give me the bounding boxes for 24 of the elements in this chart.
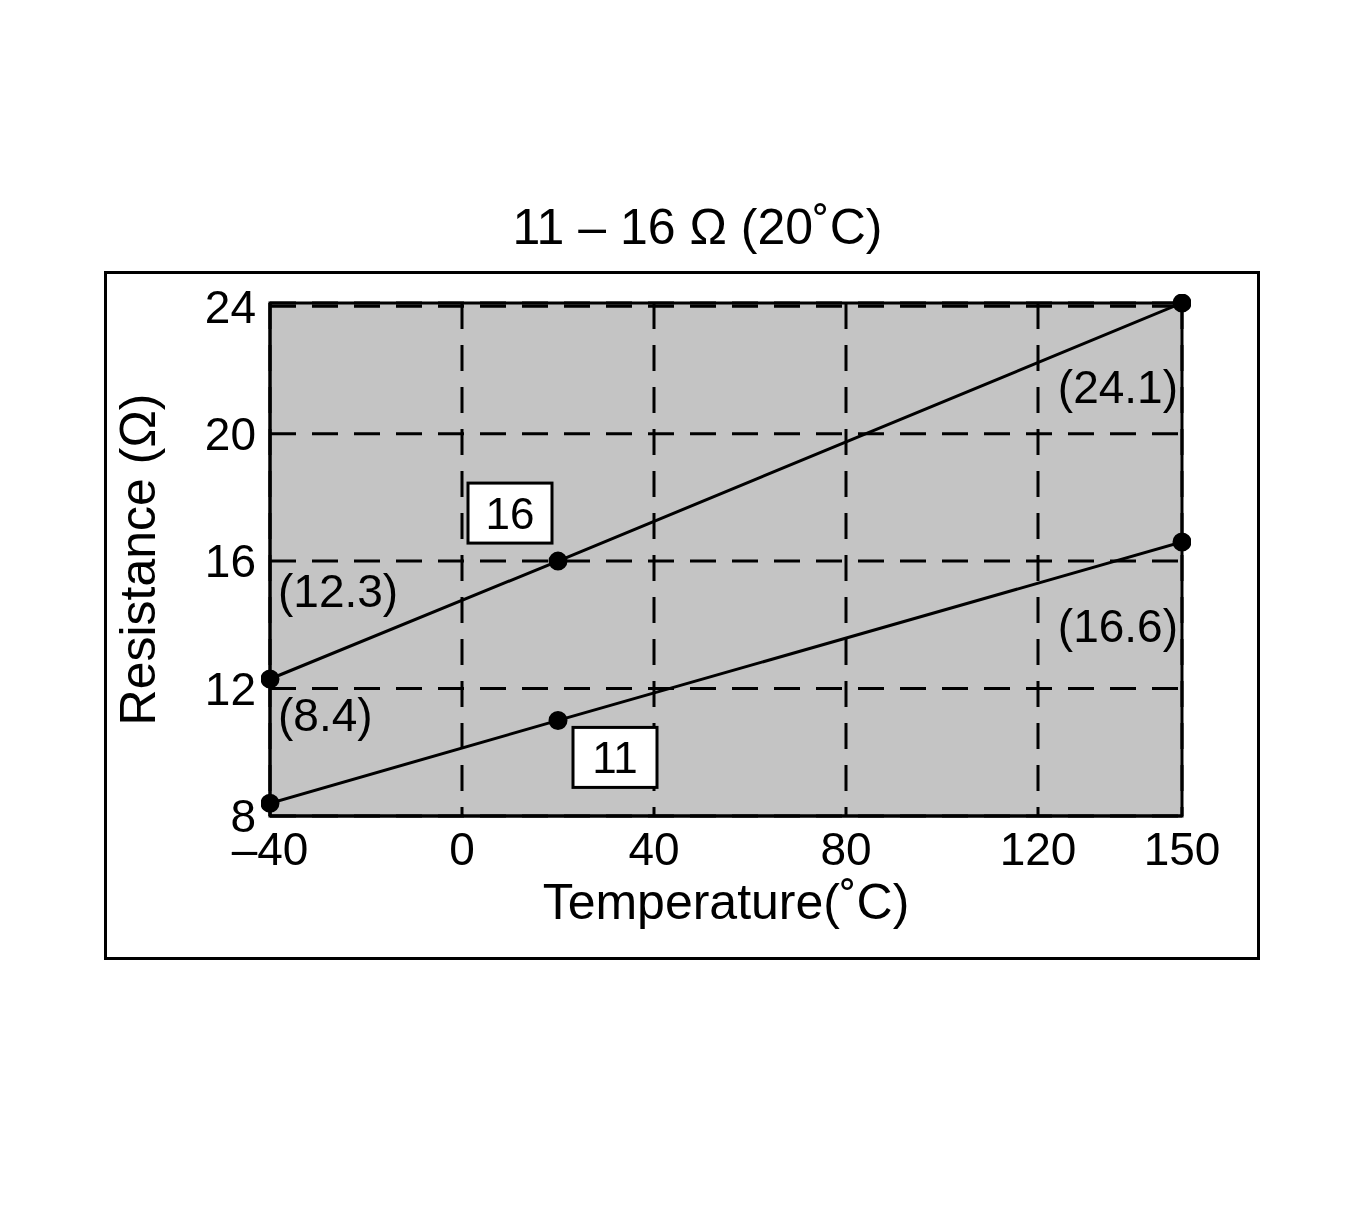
point [261, 669, 280, 689]
series-label: 16 [485, 489, 535, 539]
point [1172, 532, 1191, 552]
x-tick-label: 120 [999, 822, 1077, 875]
x-tick-label: 150 [1143, 822, 1221, 875]
chart-title: 11 – 16 Ω (20˚C) [511, 198, 884, 257]
y-tick-label: 24 [204, 280, 256, 333]
data-label: (24.1) [1057, 361, 1178, 413]
x-tick-label: 80 [820, 822, 872, 875]
data-label: (8.4) [278, 689, 373, 742]
y-tick-label: 12 [204, 662, 256, 715]
y-tick-label: 16 [204, 535, 256, 588]
point [1172, 294, 1191, 313]
y-tick-label: 20 [204, 407, 256, 460]
x-tick-label: 40 [628, 822, 680, 875]
series-label: 11 [592, 733, 638, 783]
point [548, 551, 568, 571]
point [548, 710, 568, 730]
point [261, 793, 280, 813]
data-label: (12.3) [278, 564, 399, 617]
x-tick-label: 0 [449, 822, 475, 875]
x-axis-title: Temperature(˚C) [542, 874, 910, 930]
y-axis-title: Resistance (Ω) [109, 393, 166, 726]
data-label: (16.6) [1057, 599, 1178, 652]
